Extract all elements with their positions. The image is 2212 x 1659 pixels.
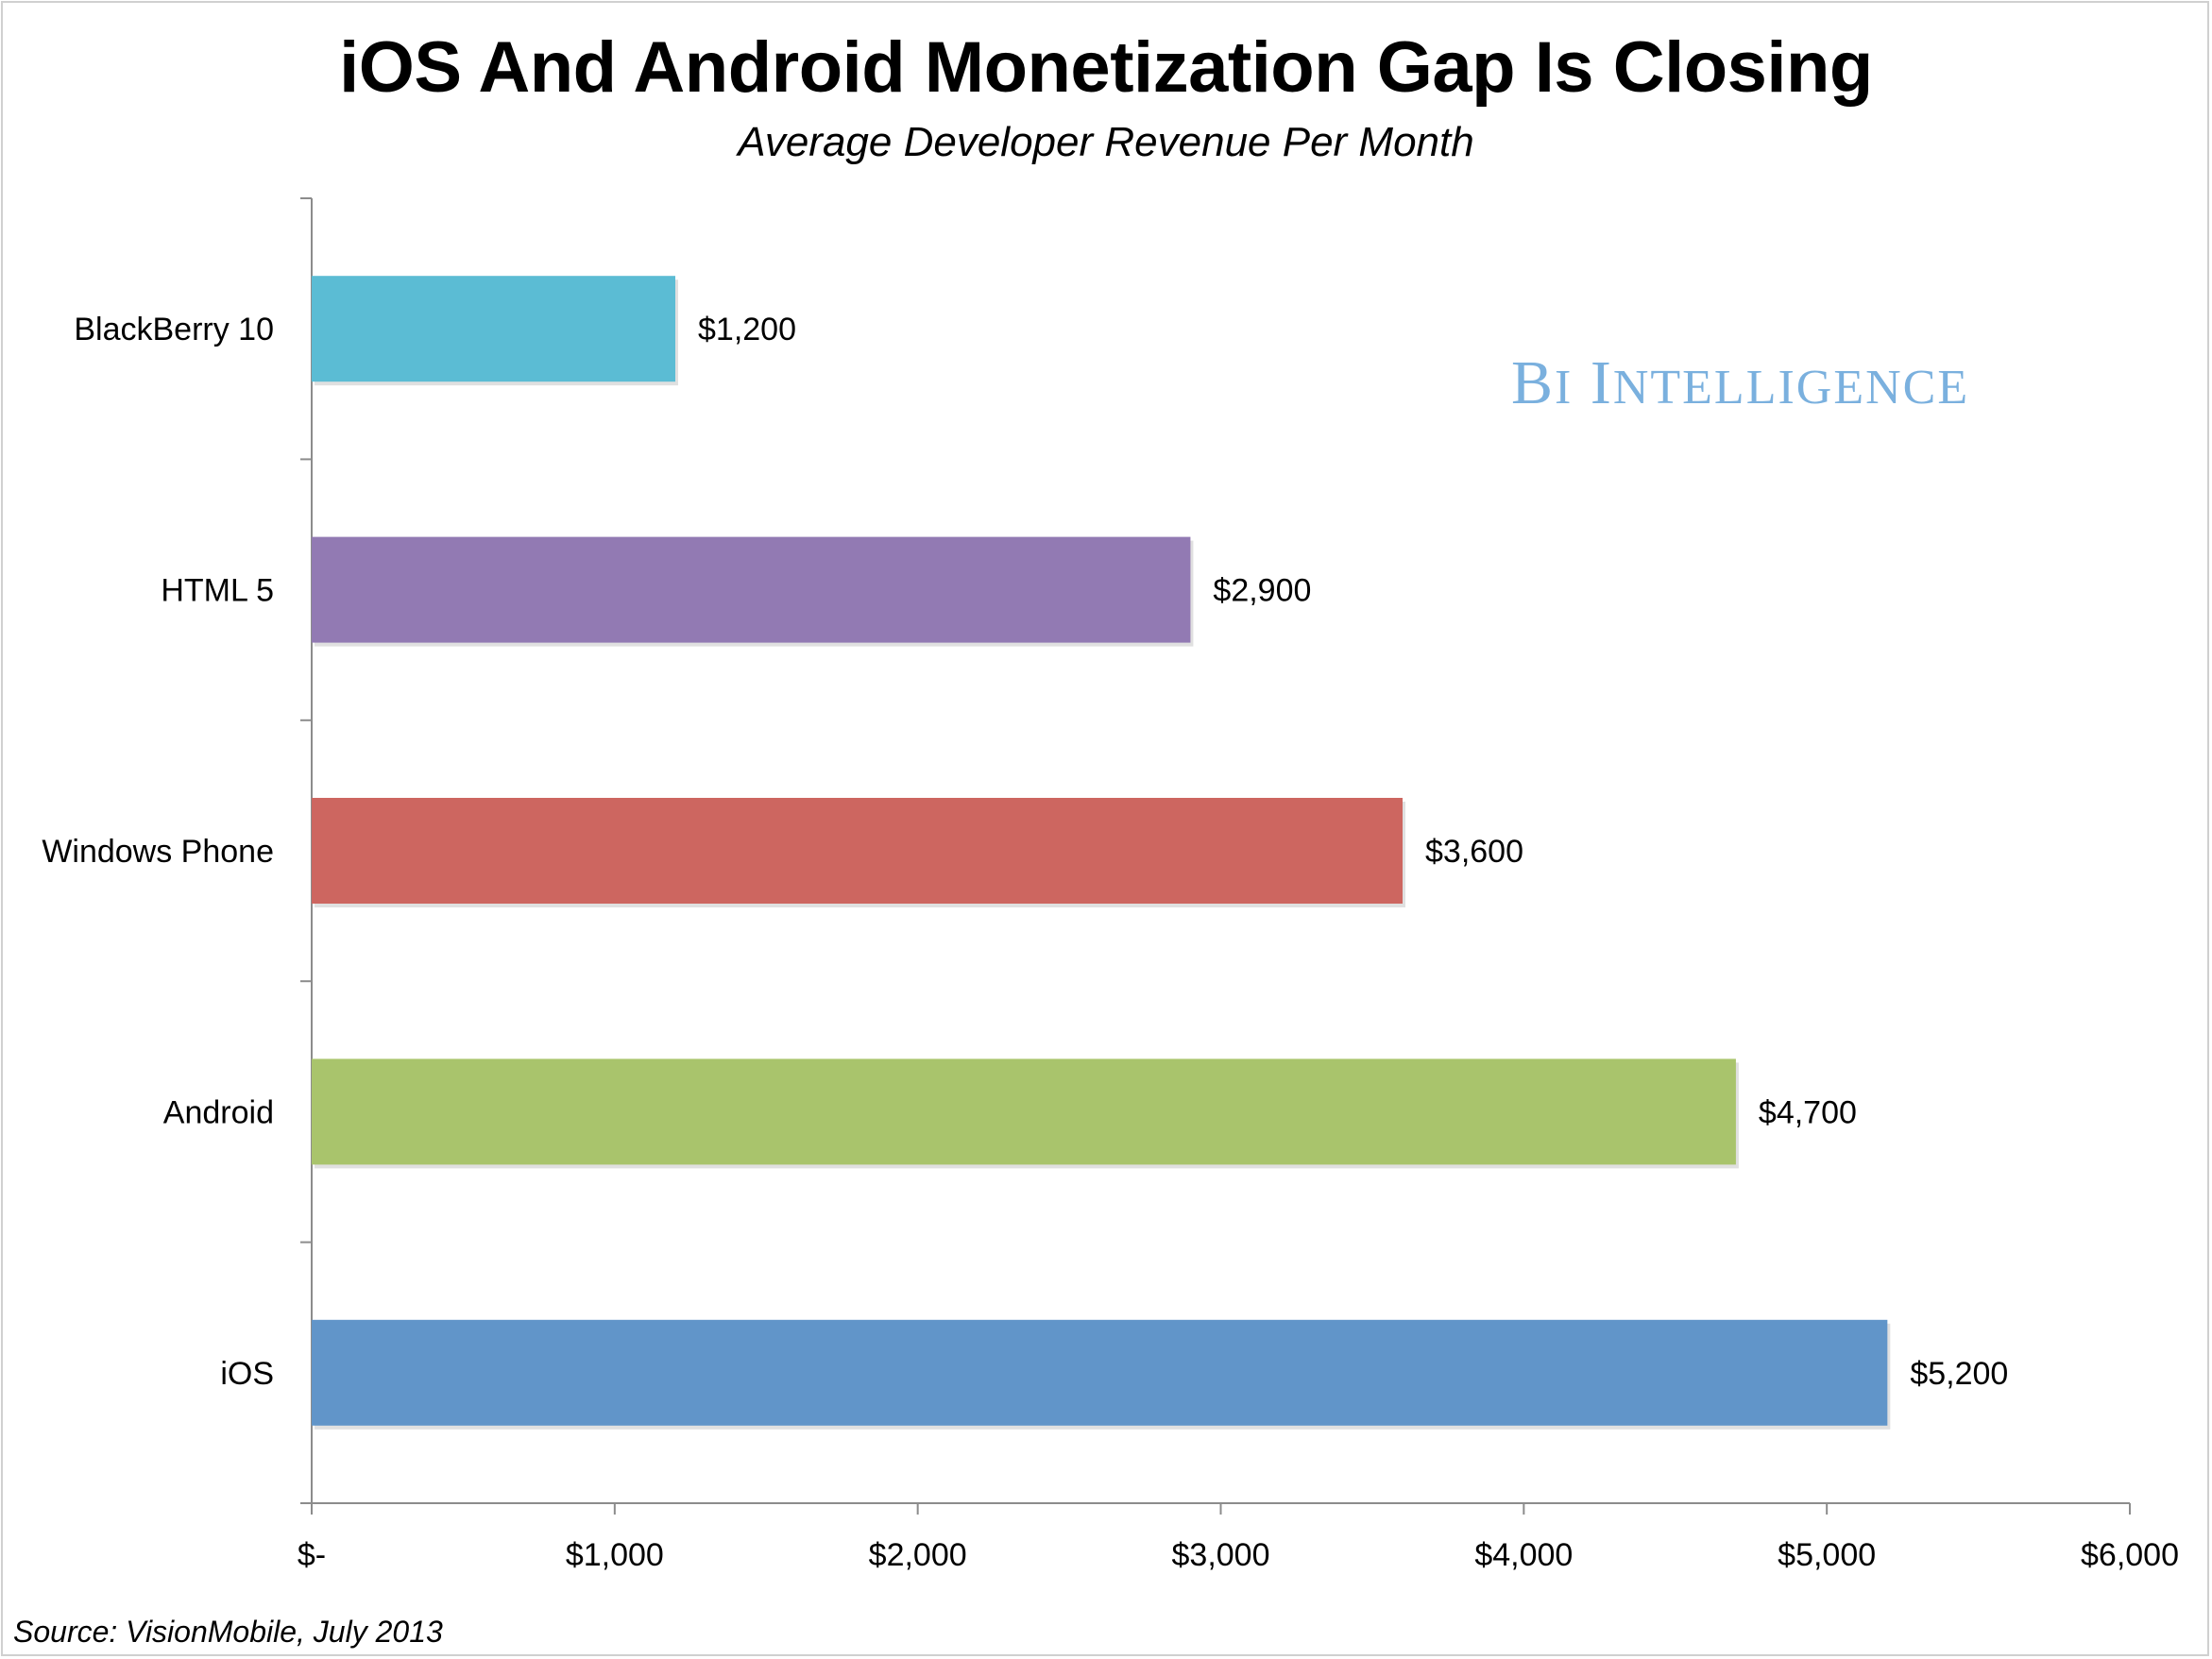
bi-intelligence-watermark: BI INTELLIGENCE (1511, 348, 1970, 417)
value-label: $2,900 (1213, 573, 1311, 609)
x-tick-label: $1,000 (566, 1537, 664, 1573)
bar-android (312, 1058, 1736, 1165)
x-tick-label: $4,000 (1474, 1537, 1573, 1573)
bar-blackberry-10 (312, 276, 675, 382)
category-label: Android (163, 1094, 274, 1130)
x-tick-label: $- (298, 1537, 326, 1573)
value-label: $5,200 (1910, 1356, 2008, 1392)
category-label: iOS (220, 1356, 274, 1392)
chart-subtitle: Average Developer Revenue Per Month (738, 119, 1474, 165)
bar-html-5 (312, 536, 1191, 643)
chart-labels: BlackBerry 10 $1,200 HTML 5 $2,900 Windows P… (42, 312, 2008, 1392)
value-label: $4,700 (1759, 1094, 1857, 1130)
chart-bars (312, 276, 1891, 1430)
x-tick-label: $3,000 (1172, 1537, 1270, 1573)
x-tick-label: $6,000 (2081, 1537, 2179, 1573)
category-label: BlackBerry 10 (74, 312, 274, 347)
value-label: $3,600 (1425, 834, 1523, 870)
x-tick-label: $5,000 (1778, 1537, 1876, 1573)
x-tick-label: $2,000 (869, 1537, 967, 1573)
value-label: $1,200 (698, 312, 796, 347)
source-note: Source: VisionMobile, July 2013 (13, 1615, 443, 1649)
bar-ios (312, 1319, 1888, 1426)
chart-title: iOS And Android Monetization Gap Is Clos… (339, 27, 1873, 108)
category-label: HTML 5 (161, 573, 274, 609)
bar-windows-phone (312, 798, 1403, 904)
category-label: Windows Phone (42, 834, 274, 870)
chart-axes: $- $1,000 $2,000 $3,000 $4,000 $5,000 $6,000 (298, 197, 2179, 1573)
